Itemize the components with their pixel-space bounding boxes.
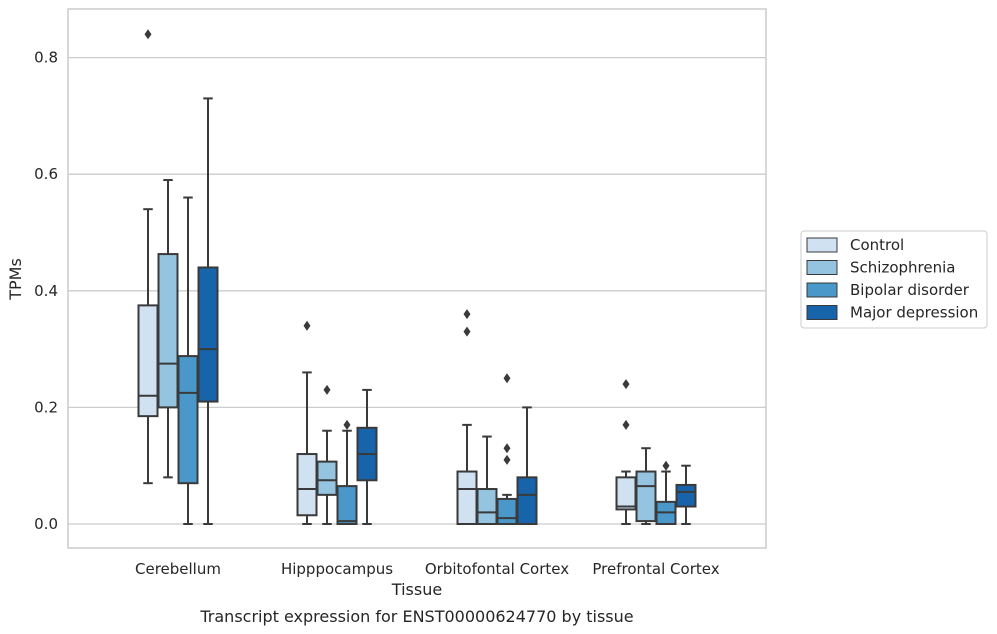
chart-caption: Transcript expression for ENST0000062477… (199, 607, 633, 626)
outlier-point (662, 460, 670, 471)
legend-swatch (806, 282, 838, 298)
x-axis-label: Tissue (391, 580, 442, 599)
y-tick-label: 0.4 (34, 282, 58, 300)
y-tick-label: 0.0 (34, 515, 58, 533)
box-schizophrenia-1 (316, 384, 338, 525)
box-iqr (197, 266, 219, 403)
legend-label: Bipolar disorder (850, 281, 970, 299)
box-iqr (516, 476, 538, 525)
y-tick-label: 0.2 (34, 398, 58, 416)
box-major-depression-3 (675, 464, 697, 525)
outlier-point (323, 384, 331, 395)
box-iqr (336, 485, 358, 526)
outlier-point (503, 454, 511, 465)
box-iqr (316, 460, 338, 496)
box-control-1 (296, 320, 318, 525)
legend-label: Control (850, 236, 904, 254)
box-bipolar-disorder-2 (496, 373, 518, 525)
box-iqr (157, 253, 179, 409)
box-control-0 (137, 29, 159, 485)
box-iqr (296, 453, 318, 517)
box-major-depression-0 (197, 97, 219, 525)
box-major-depression-2 (516, 406, 538, 525)
outlier-point (622, 379, 630, 390)
box-schizophrenia-3 (635, 447, 657, 525)
legend-swatch (806, 237, 838, 253)
outlier-point (343, 419, 351, 430)
box-bipolar-disorder-1 (336, 419, 358, 526)
x-tick-label: Cerebellum (135, 560, 221, 578)
box-iqr (615, 476, 637, 511)
x-tick-label: Prefrontal Cortex (592, 560, 719, 578)
box-iqr (675, 483, 697, 508)
legend-swatch (806, 260, 838, 275)
box-bipolar-disorder-0 (177, 196, 199, 525)
box-groups (137, 29, 697, 526)
outlier-point (303, 320, 311, 331)
y-axis-label: TPMs (6, 258, 25, 301)
box-bipolar-disorder-3 (655, 460, 677, 526)
x-tick-label: Hipppocampus (281, 560, 393, 578)
box-iqr (635, 470, 657, 523)
outlier-point (463, 309, 471, 320)
x-tick-labels: Cerebellum Hipppocampus Orbitofontal Corte… (135, 560, 720, 578)
outlier-point (503, 373, 511, 384)
legend: Control Schizophrenia Bipolar disorder Majo… (800, 230, 988, 329)
x-tick-label: Orbitofontal Cortex (425, 560, 569, 578)
box-iqr (177, 355, 199, 485)
y-tick-label: 0.6 (34, 165, 58, 183)
box-schizophrenia-0 (157, 179, 179, 479)
legend-label: Major depression (850, 304, 978, 322)
box-iqr (456, 470, 478, 525)
outlier-point (463, 326, 471, 337)
y-tick-labels: 0.0 0.2 0.4 0.6 0.8 (34, 49, 58, 533)
y-tick-label: 0.8 (34, 49, 58, 67)
box-iqr (496, 497, 518, 525)
legend-swatch (806, 305, 838, 320)
outlier-point (144, 29, 152, 40)
box-control-2 (456, 309, 478, 525)
legend-label: Schizophrenia (850, 259, 955, 277)
box-iqr (476, 488, 498, 525)
box-major-depression-1 (356, 388, 378, 525)
legend-frame (800, 230, 988, 329)
outlier-point (622, 419, 630, 430)
outlier-point (503, 443, 511, 454)
box-iqr (137, 304, 159, 418)
